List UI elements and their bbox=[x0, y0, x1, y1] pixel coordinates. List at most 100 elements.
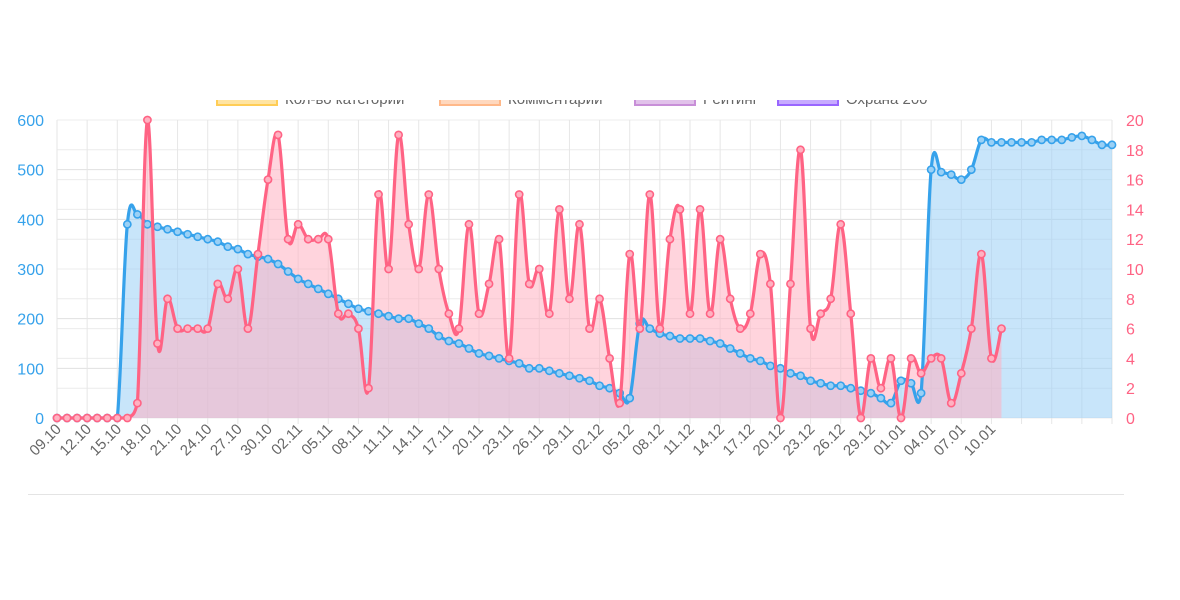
data-point bbox=[203, 324, 213, 333]
data-point bbox=[595, 381, 604, 391]
data-point bbox=[987, 353, 996, 363]
x-tick-label: 29.11 bbox=[539, 421, 577, 459]
data-point bbox=[816, 309, 826, 319]
legend-label: Комментарии bbox=[508, 100, 602, 108]
data-point bbox=[374, 309, 383, 319]
x-tick-label: 11.12 bbox=[660, 421, 698, 459]
data-point bbox=[625, 393, 635, 403]
data-point bbox=[223, 294, 233, 304]
data-point bbox=[846, 383, 856, 393]
x-tick-label: 07.01 bbox=[931, 421, 970, 460]
data-point bbox=[675, 334, 685, 343]
data-point bbox=[323, 234, 333, 244]
y-left-tick-label: 100 bbox=[17, 361, 44, 378]
x-tick-label: 14.12 bbox=[689, 421, 728, 460]
data-point bbox=[343, 309, 353, 319]
data-point bbox=[404, 219, 414, 229]
y-left-tick-label: 600 bbox=[17, 113, 44, 130]
data-point bbox=[434, 264, 444, 274]
x-tick-label: 29.12 bbox=[840, 421, 879, 460]
data-point bbox=[364, 383, 373, 393]
data-point bbox=[263, 254, 273, 264]
data-point bbox=[132, 209, 142, 219]
data-point bbox=[243, 324, 253, 333]
data-point bbox=[534, 264, 544, 274]
data-point bbox=[414, 264, 424, 274]
data-point bbox=[976, 249, 986, 259]
data-point bbox=[846, 309, 856, 319]
y-right-tick-label: 20 bbox=[1126, 113, 1144, 130]
data-point bbox=[484, 279, 494, 289]
data-point bbox=[153, 222, 162, 232]
data-point bbox=[665, 234, 675, 244]
data-point bbox=[956, 175, 966, 184]
data-point bbox=[313, 284, 323, 294]
data-point bbox=[394, 130, 404, 140]
y-right-tick-label: 12 bbox=[1126, 232, 1144, 249]
y-right-tick-label: 2 bbox=[1126, 381, 1135, 398]
data-point bbox=[665, 331, 675, 341]
data-point bbox=[765, 279, 775, 289]
data-point bbox=[233, 244, 243, 254]
data-point bbox=[72, 413, 82, 423]
data-point bbox=[283, 234, 293, 244]
data-point bbox=[956, 368, 966, 378]
y-axis-left: 0 100 200 300 400 500 600 bbox=[17, 113, 44, 428]
y-left-tick-label: 300 bbox=[17, 262, 44, 279]
data-point bbox=[595, 294, 604, 304]
data-point bbox=[102, 413, 112, 423]
y-axis-right: 0 2 4 6 8 10 12 14 16 18 20 bbox=[1126, 113, 1144, 428]
data-point bbox=[384, 264, 393, 274]
x-tick-label: 02.12 bbox=[569, 421, 608, 460]
x-tick-label: 18.10 bbox=[117, 421, 156, 460]
series-right bbox=[52, 115, 1006, 423]
y-left-tick-label: 200 bbox=[17, 312, 44, 329]
data-point bbox=[1087, 135, 1097, 145]
data-point bbox=[715, 234, 725, 244]
legend-swatch bbox=[777, 100, 839, 106]
data-point bbox=[826, 381, 836, 391]
data-point bbox=[565, 371, 574, 381]
data-point bbox=[554, 368, 564, 378]
legend-swatch bbox=[439, 100, 501, 106]
y-right-tick-label: 4 bbox=[1126, 351, 1135, 368]
data-point bbox=[655, 324, 665, 333]
data-point bbox=[474, 349, 484, 358]
data-point bbox=[997, 324, 1006, 333]
data-point bbox=[333, 309, 343, 319]
series-layer bbox=[52, 115, 1117, 423]
data-point bbox=[193, 232, 203, 242]
data-point bbox=[966, 165, 976, 175]
y-right-tick-label: 6 bbox=[1126, 322, 1135, 339]
data-point bbox=[504, 353, 514, 363]
data-point bbox=[1077, 131, 1087, 141]
data-point bbox=[544, 366, 554, 376]
data-point bbox=[354, 304, 363, 314]
y-left-tick-label: 400 bbox=[17, 212, 44, 229]
data-point bbox=[585, 376, 594, 386]
data-point bbox=[695, 334, 705, 343]
data-point bbox=[454, 324, 464, 333]
data-point bbox=[645, 324, 655, 333]
data-point bbox=[1057, 135, 1067, 145]
data-point bbox=[806, 324, 815, 333]
data-point bbox=[313, 234, 323, 244]
x-tick-label: 21.10 bbox=[147, 421, 186, 460]
data-point bbox=[585, 324, 594, 333]
data-point bbox=[916, 368, 926, 378]
data-point bbox=[936, 353, 946, 363]
data-point bbox=[323, 289, 333, 299]
data-point bbox=[926, 353, 936, 363]
data-point bbox=[615, 398, 625, 408]
data-point bbox=[283, 267, 293, 276]
legend-label: Охрана 200 bbox=[846, 100, 928, 108]
data-point bbox=[1017, 137, 1026, 147]
x-tick-label: 15.10 bbox=[87, 421, 126, 460]
data-point bbox=[524, 279, 534, 289]
data-point bbox=[876, 383, 886, 393]
data-point bbox=[374, 190, 383, 199]
data-point bbox=[414, 319, 424, 329]
data-point bbox=[866, 353, 876, 363]
data-point bbox=[1107, 140, 1117, 150]
data-point bbox=[816, 378, 826, 388]
